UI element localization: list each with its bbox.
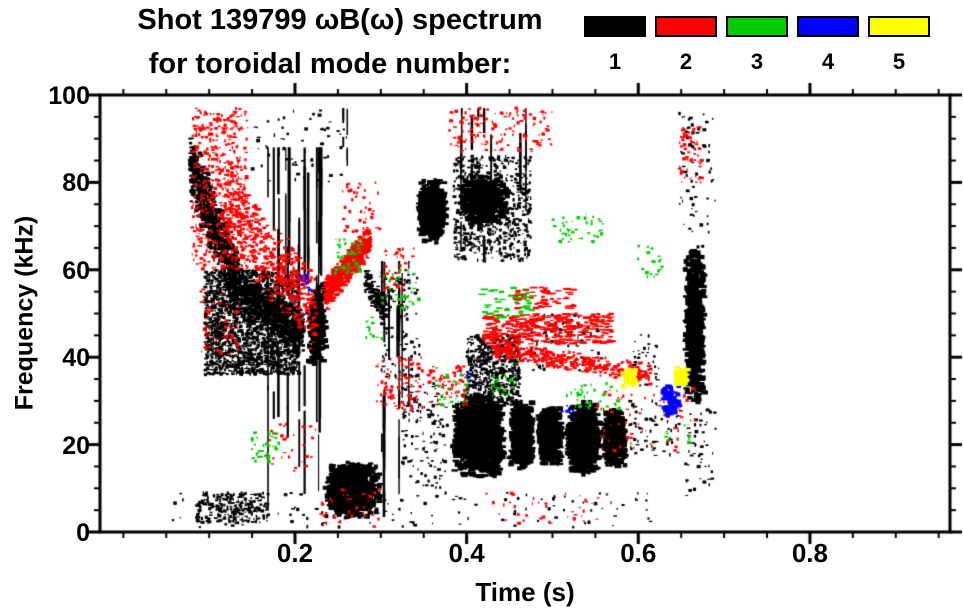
mode-4-label: 4: [821, 49, 835, 74]
y-tick-label: 60: [62, 256, 90, 285]
mode-legend: 1 2 3 4 5: [584, 16, 930, 73]
legend-item-mode-4: 4: [797, 16, 859, 73]
mode-5-color-swatch: [868, 16, 930, 37]
legend-item-mode-3: 3: [726, 16, 788, 73]
y-tick-label: 80: [62, 169, 90, 198]
legend-item-mode-1: 1: [584, 16, 646, 73]
mode-5-label: 5: [892, 49, 906, 74]
mode-1-color-swatch: [584, 16, 646, 37]
mode-3-color-swatch: [726, 16, 788, 37]
x-axis-label: Time (s): [475, 577, 575, 607]
x-tick-label: 0.8: [791, 538, 828, 568]
legend-item-mode-5: 5: [868, 16, 930, 73]
y-tick-label: 20: [62, 431, 90, 460]
y-tick-label: 40: [62, 344, 90, 373]
y-axis-label: Frequency (kHz): [10, 215, 39, 411]
mode-3-label: 3: [750, 49, 764, 74]
mode-4-color-swatch: [797, 16, 859, 37]
y-tick-label: 0: [76, 519, 90, 547]
mode-2-color-swatch: [655, 16, 717, 37]
mode-2-label: 2: [679, 49, 693, 74]
chart-title: Shot 139799 ωB(ω) spectrum: [137, 4, 543, 36]
x-tick-label: 0.2: [276, 538, 314, 568]
mode-1-label: 1: [608, 49, 622, 74]
legend-item-mode-2: 2: [655, 16, 717, 73]
x-tick-label: 0.4: [448, 538, 485, 568]
x-tick-label: 0.6: [620, 538, 657, 568]
y-tick-label: 100: [48, 82, 90, 110]
chart-subtitle: for toroidal mode number:: [148, 48, 512, 80]
